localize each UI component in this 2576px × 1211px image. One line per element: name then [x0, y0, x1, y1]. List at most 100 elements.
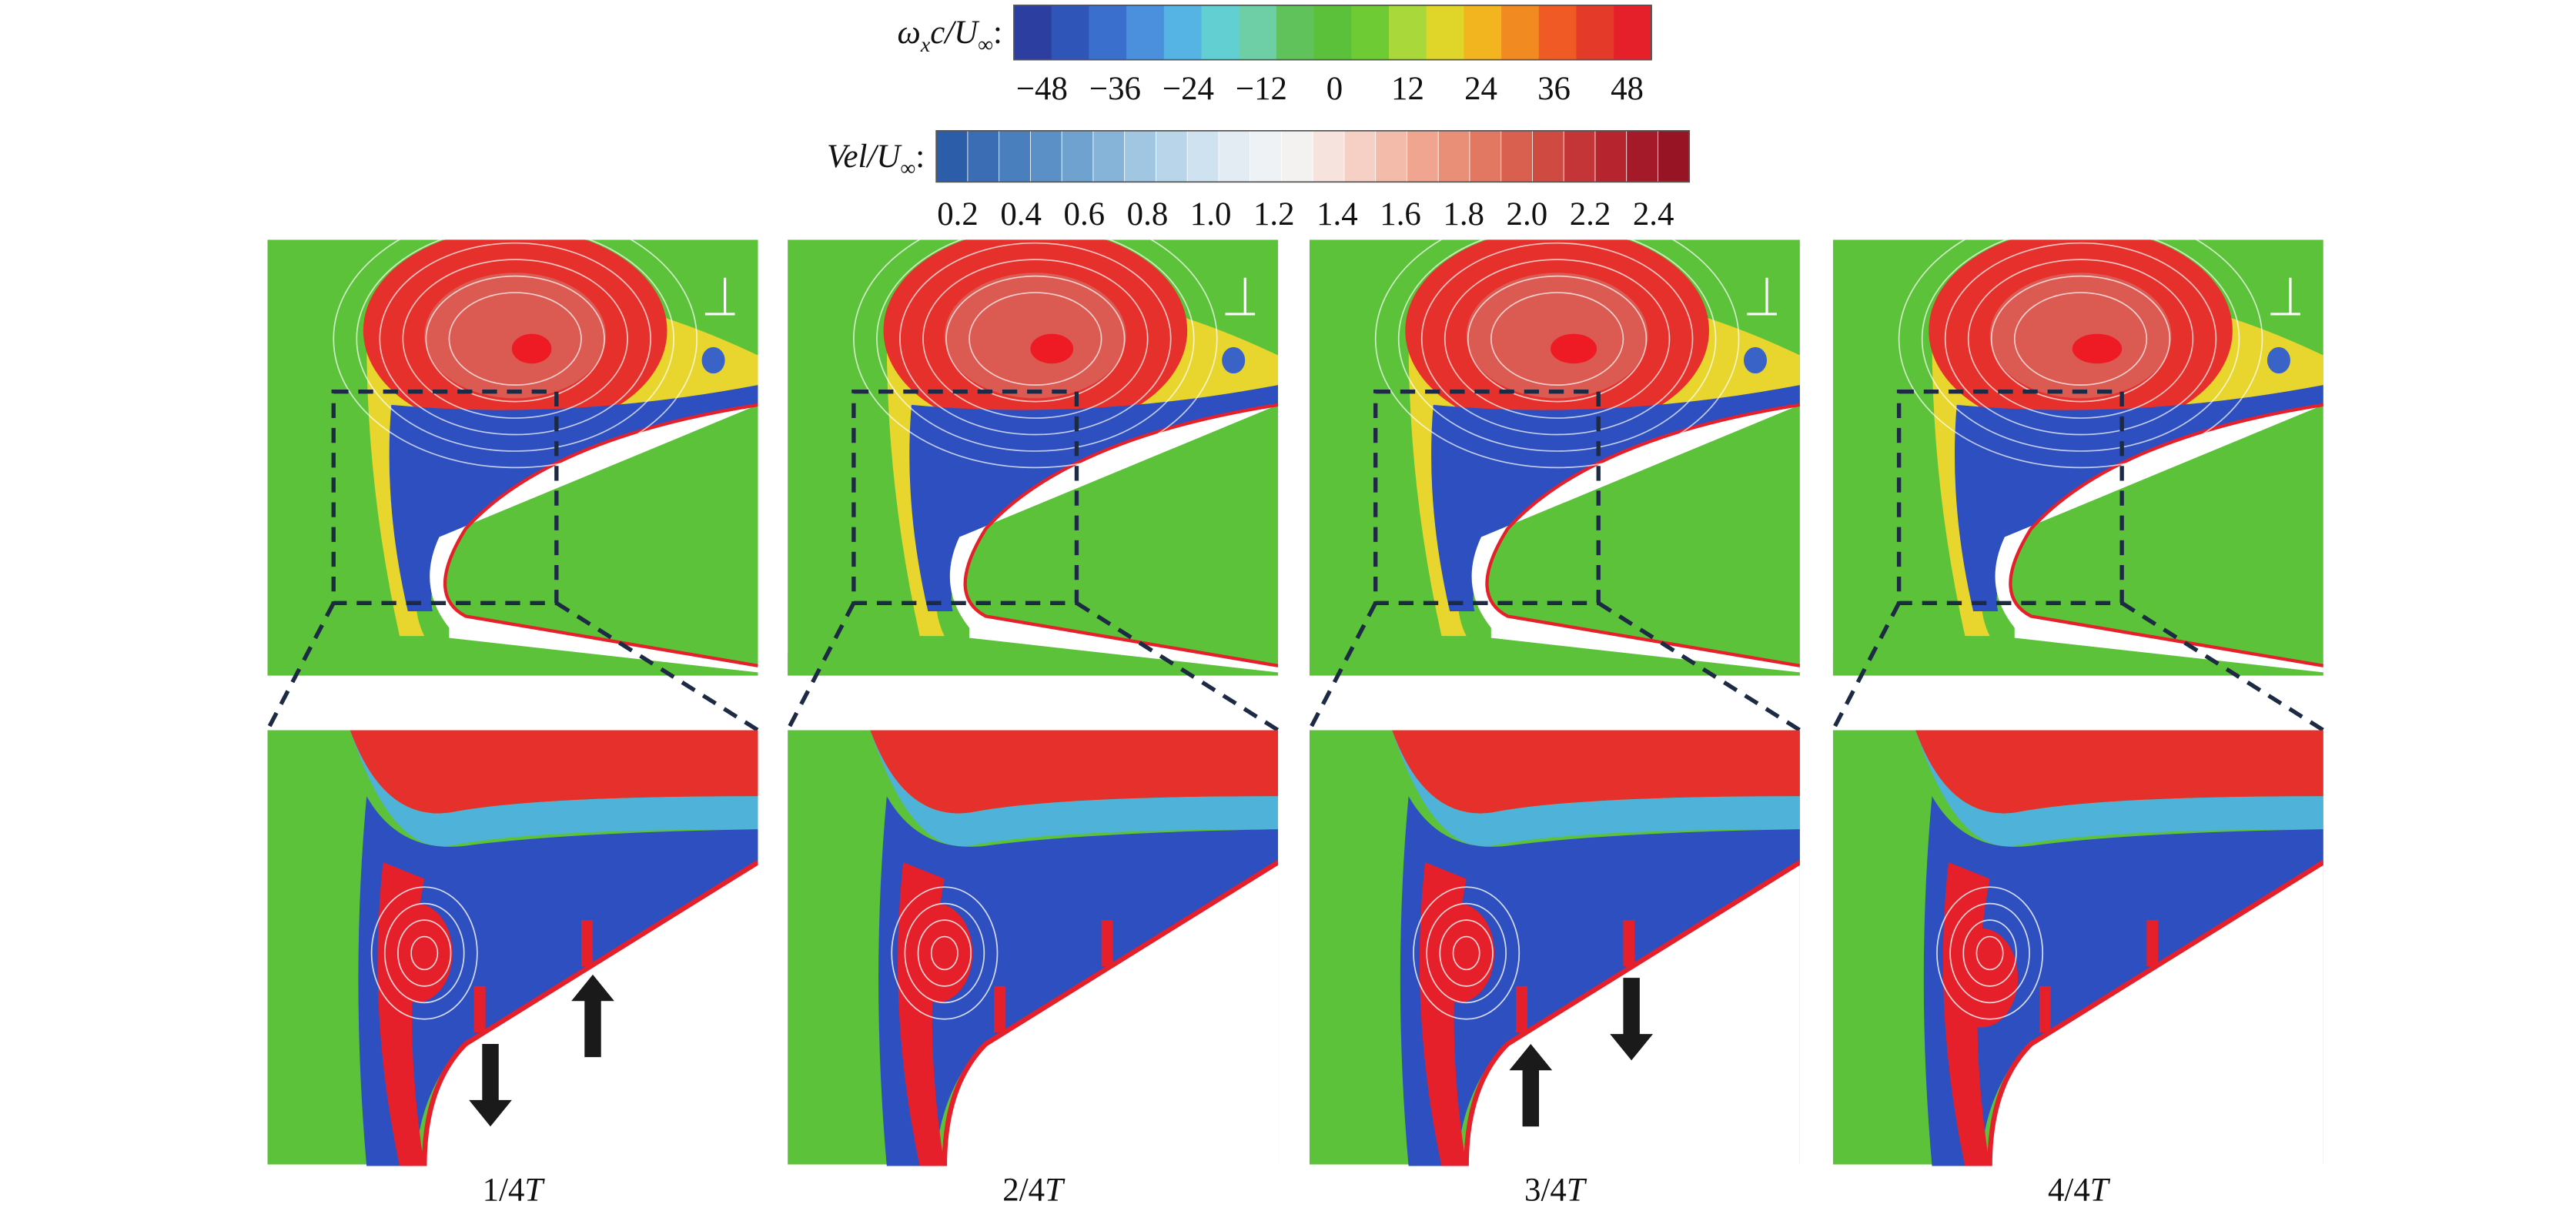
colorbar-segment — [1501, 5, 1540, 60]
streamline — [1949, 902, 2030, 1004]
streamline — [1444, 259, 1671, 419]
jet-slot — [2146, 920, 2159, 967]
axis-icon — [1747, 277, 1777, 316]
panel-label: 2/4T — [1002, 1173, 1066, 1209]
colorbar-frame — [935, 129, 1691, 183]
arrow — [1610, 978, 1654, 1061]
vortex-region — [1392, 730, 1800, 814]
zoom-line — [555, 601, 759, 732]
arrow — [1509, 1043, 1553, 1127]
zoom-panel — [267, 730, 758, 1166]
vortex-inner — [1989, 273, 2172, 399]
colorbar-segment — [1500, 130, 1534, 182]
wall-line — [963, 403, 1279, 667]
label-part: T — [1045, 1173, 1066, 1209]
lower-body — [1309, 636, 1800, 676]
colorbar-segment — [1426, 5, 1465, 60]
tick-label: 2.2 — [1570, 196, 1611, 232]
vortex-inner — [1466, 273, 1648, 399]
streamline — [1990, 275, 2171, 403]
label-part: : — [915, 139, 925, 175]
label-part: Vel — [827, 139, 867, 175]
wall-line — [1987, 860, 2323, 1166]
flow-panel — [1309, 239, 1800, 676]
colorbar-frame — [1013, 4, 1652, 61]
colorbar-segment — [1029, 130, 1063, 182]
shear-layer — [1392, 730, 1800, 847]
label-part: T — [524, 1173, 545, 1209]
streamline — [1467, 275, 1648, 403]
secondary-vortex — [701, 346, 725, 374]
colorbars: −48 −36 −24 −12 0 12 24 36 48 0.2 0.4 0.6 0.8 1.0 1.2 1… — [935, 4, 1691, 232]
zoom-panel — [1309, 730, 1800, 1166]
colorbar-segment — [1312, 130, 1346, 182]
colorbar-segment — [1576, 5, 1615, 60]
streamline — [853, 239, 1218, 469]
arrow — [469, 1043, 512, 1127]
shear-layer — [1915, 730, 2323, 847]
colorbar-segment — [999, 130, 1032, 182]
secondary-vortex — [1743, 346, 1768, 374]
jet-slot — [580, 920, 594, 967]
colorbar-segment — [1538, 5, 1577, 60]
panels: 1/4T 2/4T 3/4T 4/4T — [266, 239, 2325, 1209]
separated-region — [1923, 796, 2323, 1166]
flow-panel — [1832, 239, 2323, 676]
streamline — [397, 919, 452, 987]
shear-layer — [350, 730, 758, 847]
streamline — [917, 919, 972, 987]
zoom-box — [1896, 390, 2124, 605]
recirculation — [380, 903, 453, 1003]
colorbar-segment — [1155, 130, 1189, 182]
colorbar-segment — [1313, 5, 1353, 60]
colorbar-segment — [1163, 5, 1203, 60]
separated-region — [358, 796, 758, 1166]
wall-line — [422, 860, 758, 1166]
streamline — [1944, 242, 2217, 436]
streamline — [425, 275, 605, 403]
streamline — [1962, 919, 2017, 987]
colorbar-segment — [935, 130, 969, 182]
colorbar-segment — [1089, 5, 1128, 60]
colorbar-segment — [1201, 5, 1240, 60]
secondary-vortex — [2267, 346, 2290, 374]
tick-label: 0.2 — [937, 196, 979, 232]
vortex-center — [1551, 333, 1597, 364]
colorbar-segment — [1388, 5, 1427, 60]
separated-region — [1955, 385, 2323, 612]
streamline — [379, 242, 651, 436]
colorbar-segment — [1469, 130, 1503, 182]
streamline — [930, 935, 958, 971]
label-part: T — [1567, 1173, 1587, 1209]
streamline — [356, 239, 674, 452]
colorbar-segment — [1013, 5, 1052, 60]
zoom-line — [2120, 601, 2325, 732]
colorbar-segment — [1280, 130, 1314, 182]
zoom-panel — [788, 730, 1279, 1166]
label-part: ∞ — [978, 33, 993, 57]
label-part: 4/4 — [2048, 1173, 2090, 1209]
colorbar-segment — [1594, 130, 1628, 182]
wall-line — [942, 860, 1279, 1166]
label-part: : — [993, 15, 1002, 51]
streamline — [1936, 886, 2044, 1020]
colorbar-segment — [967, 130, 1001, 182]
zoom-line — [1597, 601, 1802, 732]
flow-panel — [267, 239, 758, 676]
wing-surface — [1989, 862, 2323, 1166]
label-part: x — [920, 33, 931, 57]
streamline — [1439, 919, 1494, 987]
panel-label: 3/4T — [1524, 1173, 1587, 1209]
streamline — [370, 886, 478, 1020]
streamline — [1967, 259, 2194, 419]
colorbar-label: ωxc/U∞: — [898, 15, 1002, 57]
panel-label: 4/4T — [2048, 1173, 2111, 1209]
label-part: ω — [898, 15, 921, 51]
colorbar-segment — [1061, 130, 1095, 182]
streamline — [1420, 242, 1694, 436]
tick-label: 0.8 — [1127, 196, 1169, 232]
vortex-region — [870, 730, 1279, 814]
wall-line — [1464, 860, 1800, 1166]
streamline — [1426, 902, 1507, 1004]
